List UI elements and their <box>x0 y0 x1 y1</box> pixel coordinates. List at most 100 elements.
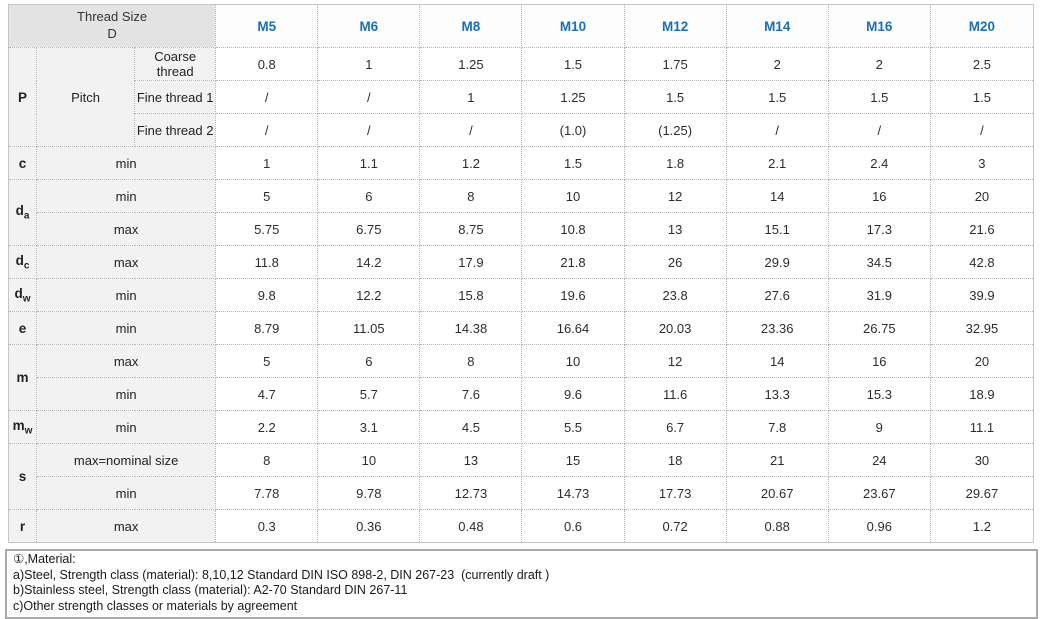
table-cell: 20.03 <box>623 311 727 345</box>
row-sub-label: min <box>36 278 217 312</box>
table-cell: 34.5 <box>827 245 931 279</box>
table-cell: / <box>317 80 421 114</box>
table-row: Fine thread 2// / (1.0) (1.25) / / / <box>9 113 1035 147</box>
table-cell: 7.78 <box>215 476 319 510</box>
table-row: mw min 2.2 3.1 4.5 5.5 6.7 7.8 9 11.1 <box>7 410 1035 444</box>
table-cell: 14 <box>725 344 829 378</box>
column-header-m5: M5 <box>215 4 319 48</box>
table-cell: 1.2 <box>929 509 1035 543</box>
table-cell: 18.9 <box>929 377 1035 411</box>
table-cell: / <box>215 113 319 147</box>
table-cell: 1.25 <box>419 47 523 81</box>
table-row: Fine thread 1//1 1.25 1.5 1.5 1.5 1.5 <box>9 80 1035 114</box>
table-row: min 7.78 9.78 12.73 14.73 17.73 20.67 23.67 29.6… <box>9 476 1035 510</box>
table-cell: 17.3 <box>827 212 931 246</box>
table-cell: 6 <box>317 179 421 213</box>
note-line-other: c)Other strength classes or materials by… <box>13 598 298 613</box>
table-cell: 16.64 <box>521 311 625 345</box>
table-cell: 6.75 <box>317 212 421 246</box>
table-cell: 21 <box>725 443 829 477</box>
table-cell: 30 <box>929 443 1035 477</box>
table-row: m max 5 6 8 10 12 14 16 20 <box>7 344 1035 411</box>
table-cell: 21.6 <box>929 212 1035 246</box>
table-cell: 1.1 <box>317 146 421 180</box>
table-cell: 9.8 <box>215 278 319 312</box>
row-sub-label: max <box>36 212 217 246</box>
table-cell: 26.75 <box>827 311 931 345</box>
table-cell: 0.36 <box>317 509 421 543</box>
table-cell: 23.8 <box>623 278 727 312</box>
table-cell: 5.7 <box>317 377 421 411</box>
table-cell: 14.2 <box>317 245 421 279</box>
table-cell: 11.8 <box>215 245 319 279</box>
table-cell: 15.8 <box>419 278 523 312</box>
row-sub-label: min <box>36 311 217 345</box>
table-cell: 9 <box>827 410 931 444</box>
table-cell: 0.96 <box>827 509 931 543</box>
row-sub-label: max <box>36 509 217 543</box>
row-sub-label: max <box>36 344 217 378</box>
table-row: c min 1 1.1 1.2 1.5 1.8 2.1 2.4 3 <box>7 146 1035 180</box>
row-sub-label: min <box>36 377 217 411</box>
table-cell: (1.0) <box>521 113 625 147</box>
table-cell: 12 <box>623 179 727 213</box>
note-line-material-title: ①,Material: <box>13 552 76 566</box>
row-group-label: dw <box>7 278 38 312</box>
thread-spec-table: Thread Size D M5 M6 M8 M10 M12 M14 M16 M… <box>7 4 1035 543</box>
table-cell: 0.8 <box>215 47 319 81</box>
row-group-label: dc <box>7 245 38 279</box>
table-cell: / <box>827 113 931 147</box>
table-cell: 23.36 <box>725 311 829 345</box>
table-row: da min 5 6 8 10 12 14 16 20 <box>7 179 1035 246</box>
table-cell: 0.6 <box>521 509 625 543</box>
table-cell: / <box>215 80 319 114</box>
table-cell: 2 <box>827 47 931 81</box>
table-cell: 7.6 <box>419 377 523 411</box>
table-cell: 17.9 <box>419 245 523 279</box>
table-cell: 16 <box>827 344 931 378</box>
table-cell: 12.2 <box>317 278 421 312</box>
pitch-label-cell: Pitch <box>36 47 136 147</box>
table-cell: 14.38 <box>419 311 523 345</box>
table-cell: 32.95 <box>929 311 1035 345</box>
row-group-label: c <box>7 146 38 180</box>
table-cell: 7.8 <box>725 410 829 444</box>
table-cell: 23.67 <box>827 476 931 510</box>
table-cell: 11.1 <box>929 410 1035 444</box>
column-header-m6: M6 <box>317 4 421 48</box>
table-cell: 12 <box>623 344 727 378</box>
table-cell: 14 <box>725 179 829 213</box>
table-cell: 15.1 <box>725 212 829 246</box>
table-cell: 19.6 <box>521 278 625 312</box>
table-cell: 6 <box>317 344 421 378</box>
table-cell: 1.5 <box>521 146 625 180</box>
table-cell: 20 <box>929 179 1035 213</box>
table-cell: 10 <box>521 344 625 378</box>
table-cell: 11.6 <box>623 377 727 411</box>
row-sub-label: min <box>36 476 217 510</box>
column-header-m20: M20 <box>929 4 1035 48</box>
table-cell: 4.5 <box>419 410 523 444</box>
table-cell: 14.73 <box>521 476 625 510</box>
table-cell: (1.25) <box>623 113 727 147</box>
row-sub-label: Fine thread 2 <box>134 113 217 147</box>
table-cell: 1 <box>419 80 523 114</box>
table-cell: 1.5 <box>623 80 727 114</box>
row-group-label: mw <box>7 410 38 444</box>
note-line-stainless: b)Stainless steel, Strength class (mater… <box>13 583 408 597</box>
table-cell: 42.8 <box>929 245 1035 279</box>
table-cell: 1.8 <box>623 146 727 180</box>
row-group-label: P <box>7 47 38 147</box>
table-row: r max 0.3 0.36 0.48 0.6 0.72 0.88 0.96 1.2 <box>7 509 1035 543</box>
row-sub-label: Fine thread 1 <box>134 80 217 114</box>
table-row: dw min 9.8 12.2 15.8 19.6 23.8 27.6 31.9 39.9 <box>7 278 1035 312</box>
table-cell: 8 <box>215 443 319 477</box>
table-cell: 5.75 <box>215 212 319 246</box>
table-cell: 0.48 <box>419 509 523 543</box>
table-cell: 1.75 <box>623 47 727 81</box>
table-cell: 2.4 <box>827 146 931 180</box>
table-row: max 5.75 6.75 8.75 10.8 13 15.1 17.3 21.6 <box>9 212 1035 246</box>
table-cell: 39.9 <box>929 278 1035 312</box>
table-cell: 5 <box>215 179 319 213</box>
table-cell: 8 <box>419 344 523 378</box>
